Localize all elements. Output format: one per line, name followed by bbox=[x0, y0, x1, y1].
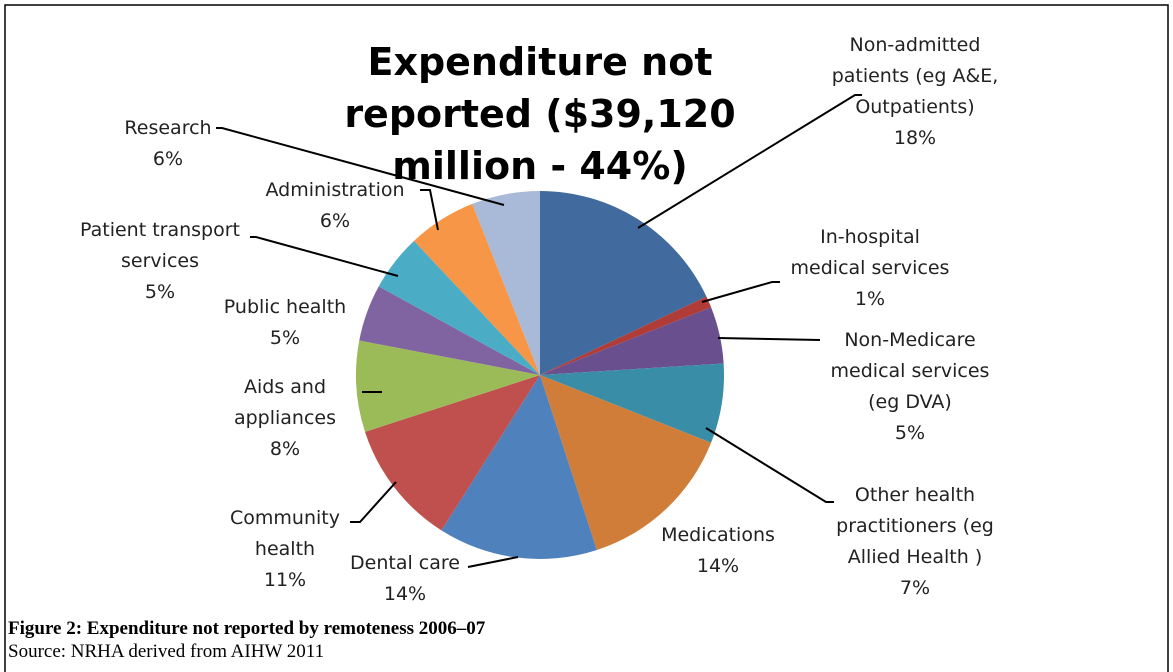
category-label: Non-admitted patients (eg A&E, Outpatien… bbox=[831, 34, 999, 118]
slice-label: Medications 14% bbox=[648, 520, 788, 582]
pie-slice bbox=[540, 296, 712, 375]
value-label: 6% bbox=[319, 210, 351, 232]
category-label: Aids and appliances bbox=[233, 376, 337, 429]
pie bbox=[356, 191, 724, 559]
value-label: 5% bbox=[144, 281, 176, 303]
category-label: Administration bbox=[265, 179, 405, 201]
slice-label: Research 6% bbox=[108, 113, 228, 175]
slice-label: Aids and appliances 8% bbox=[220, 372, 350, 465]
slice-label: Other health practitioners (eg Allied He… bbox=[808, 480, 1023, 604]
value-label: 11% bbox=[263, 569, 307, 591]
chart-title: Expenditure not reported ($39,120 millio… bbox=[344, 40, 736, 188]
pie-slice bbox=[441, 375, 597, 559]
pie-slice bbox=[540, 375, 712, 550]
category-label: Other health practitioners (eg Allied He… bbox=[836, 484, 994, 568]
caption-source: Source: NRHA derived from AIHW 2011 bbox=[8, 641, 325, 662]
leader-lines bbox=[216, 94, 862, 568]
value-label: 14% bbox=[696, 555, 740, 577]
pie-slice bbox=[540, 307, 724, 375]
category-label: Medications bbox=[661, 524, 775, 546]
pie-slice bbox=[359, 286, 540, 375]
value-label: 1% bbox=[854, 288, 886, 310]
pie-slice bbox=[365, 375, 540, 531]
slice-label: Non-Medicare medical services (eg DVA) 5% bbox=[830, 325, 990, 449]
value-label: 14% bbox=[383, 583, 427, 605]
pie-slice bbox=[378, 240, 540, 375]
pie-slice bbox=[540, 363, 724, 443]
slice-label: Administration 6% bbox=[255, 175, 415, 237]
caption-figure: Figure 2: Expenditure not reported by re… bbox=[8, 618, 486, 639]
slice-label: Dental care 14% bbox=[335, 548, 475, 610]
category-label: Patient transport services bbox=[80, 219, 240, 272]
value-label: 6% bbox=[152, 148, 184, 170]
category-label: Public health bbox=[223, 296, 347, 318]
category-label: Community health bbox=[230, 507, 340, 560]
slice-label: Public health 5% bbox=[210, 292, 360, 354]
pie-slice bbox=[472, 191, 540, 375]
category-label: Dental care bbox=[350, 552, 460, 574]
value-label: 5% bbox=[269, 327, 301, 349]
frame-border bbox=[4, 4, 1169, 672]
slice-label: Community health 11% bbox=[220, 503, 350, 596]
slice-label: Non-admitted patients (eg A&E, Outpatien… bbox=[828, 30, 1003, 154]
category-label: Research bbox=[124, 117, 212, 139]
value-label: 8% bbox=[269, 438, 301, 460]
pie-slice bbox=[356, 340, 540, 432]
category-label: In-hospital medical services bbox=[790, 226, 950, 279]
category-label: Non-Medicare medical services (eg DVA) bbox=[830, 329, 990, 413]
slice-label: Patient transport services 5% bbox=[55, 215, 265, 308]
value-label: 7% bbox=[899, 577, 931, 599]
value-label: 5% bbox=[894, 422, 926, 444]
slice-label: In-hospital medical services 1% bbox=[790, 222, 950, 315]
value-label: 18% bbox=[893, 127, 937, 149]
pie-slice bbox=[540, 191, 707, 375]
pie-slice bbox=[414, 203, 540, 375]
